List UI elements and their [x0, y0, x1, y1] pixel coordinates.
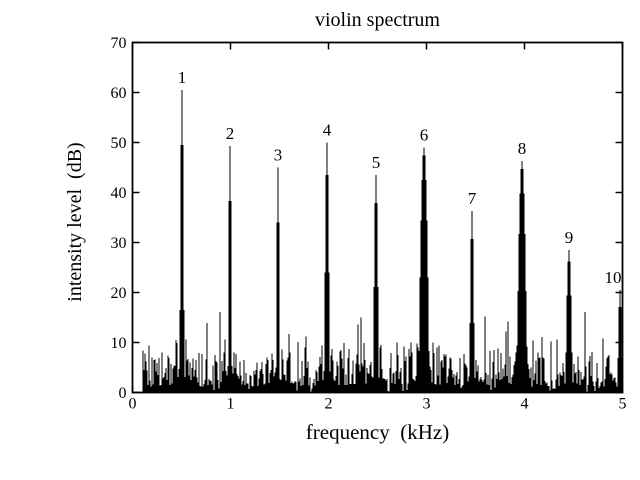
peak-label-1: 1 [178, 68, 187, 87]
x-tick-label: 5 [619, 396, 627, 413]
peak-label-6: 6 [420, 126, 429, 145]
y-tick-label: 20 [111, 285, 127, 302]
x-tick-label: 3 [423, 396, 431, 413]
y-tick-label: 70 [111, 35, 127, 52]
x-tick-label: 2 [325, 396, 333, 413]
x-tick-label: 1 [227, 396, 235, 413]
peak-label-5: 5 [372, 153, 381, 172]
peak-label-3: 3 [274, 146, 283, 165]
x-tick-label: 0 [129, 396, 137, 413]
peak-label-9: 9 [565, 228, 574, 247]
y-axis-label: intensity level (dB) [64, 142, 86, 302]
chart-title: violin spectrum [315, 9, 440, 31]
plot-frame [131, 41, 624, 394]
x-axis-label: frequency (kHz) [305, 420, 450, 444]
y-tick-label: 30 [111, 235, 127, 252]
y-tick-label: 0 [119, 385, 127, 402]
peak-label-8: 8 [518, 139, 527, 158]
peak-label-2: 2 [226, 124, 235, 143]
x-tick-label: 4 [521, 396, 529, 413]
spectrum-trace [142, 90, 623, 393]
peak-label-10: 10 [605, 268, 622, 287]
peak-label-7: 7 [468, 189, 477, 208]
peak-label-4: 4 [323, 121, 332, 140]
y-tick-label: 10 [111, 335, 127, 352]
y-tick-label: 50 [111, 135, 127, 152]
y-tick-label: 40 [111, 185, 127, 202]
y-tick-label: 60 [111, 85, 127, 102]
